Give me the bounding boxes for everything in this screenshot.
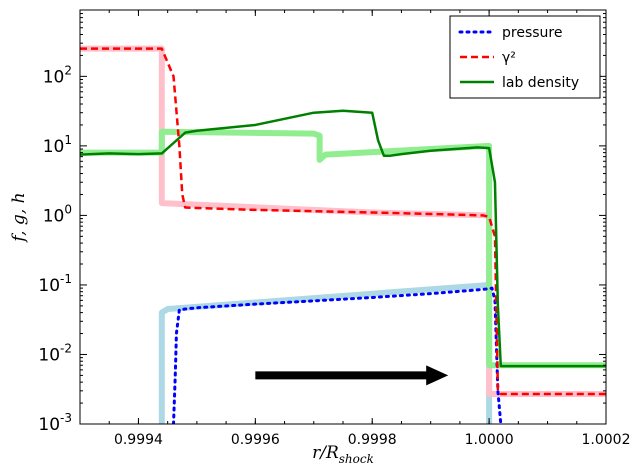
y-tick-label: 100 [43, 202, 72, 226]
y-tick-label: 10-3 [38, 411, 72, 435]
legend-label: lab density [502, 75, 579, 91]
direction-arrow [255, 365, 449, 386]
x-tick-label: 1.0002 [582, 432, 631, 448]
data-series [80, 47, 606, 424]
x-tick-label: 1.0000 [465, 432, 514, 448]
arrow-head [426, 365, 449, 386]
series-lab-density-line [80, 109, 606, 368]
analytic-curves [80, 45, 606, 424]
y-tick-label: 101 [43, 133, 72, 157]
x-tick-label: 0.9998 [348, 432, 397, 448]
y-axis-ticks: 10-3 10-2 10-1 100 101 102 [38, 9, 606, 435]
y-axis-label: f, g, h [9, 192, 29, 243]
x-axis-ticks: 0.9994 0.9996 0.9998 1.0000 1.0002 [79, 10, 631, 448]
x-tick-label: 0.9996 [231, 432, 280, 448]
series-gamma-squared-line [80, 47, 606, 396]
density-analytic-line [80, 128, 606, 369]
y-tick-label: 10-1 [38, 272, 72, 296]
legend-label: pressure [502, 25, 562, 41]
x-tick-label: 0.9994 [114, 432, 163, 448]
legend-label: γ² [502, 50, 516, 66]
legend: pressure γ² lab density [449, 15, 601, 99]
y-tick-label: 10-2 [38, 341, 72, 365]
y-tick-label: 102 [43, 63, 72, 87]
series-pressure-line [172, 286, 503, 424]
